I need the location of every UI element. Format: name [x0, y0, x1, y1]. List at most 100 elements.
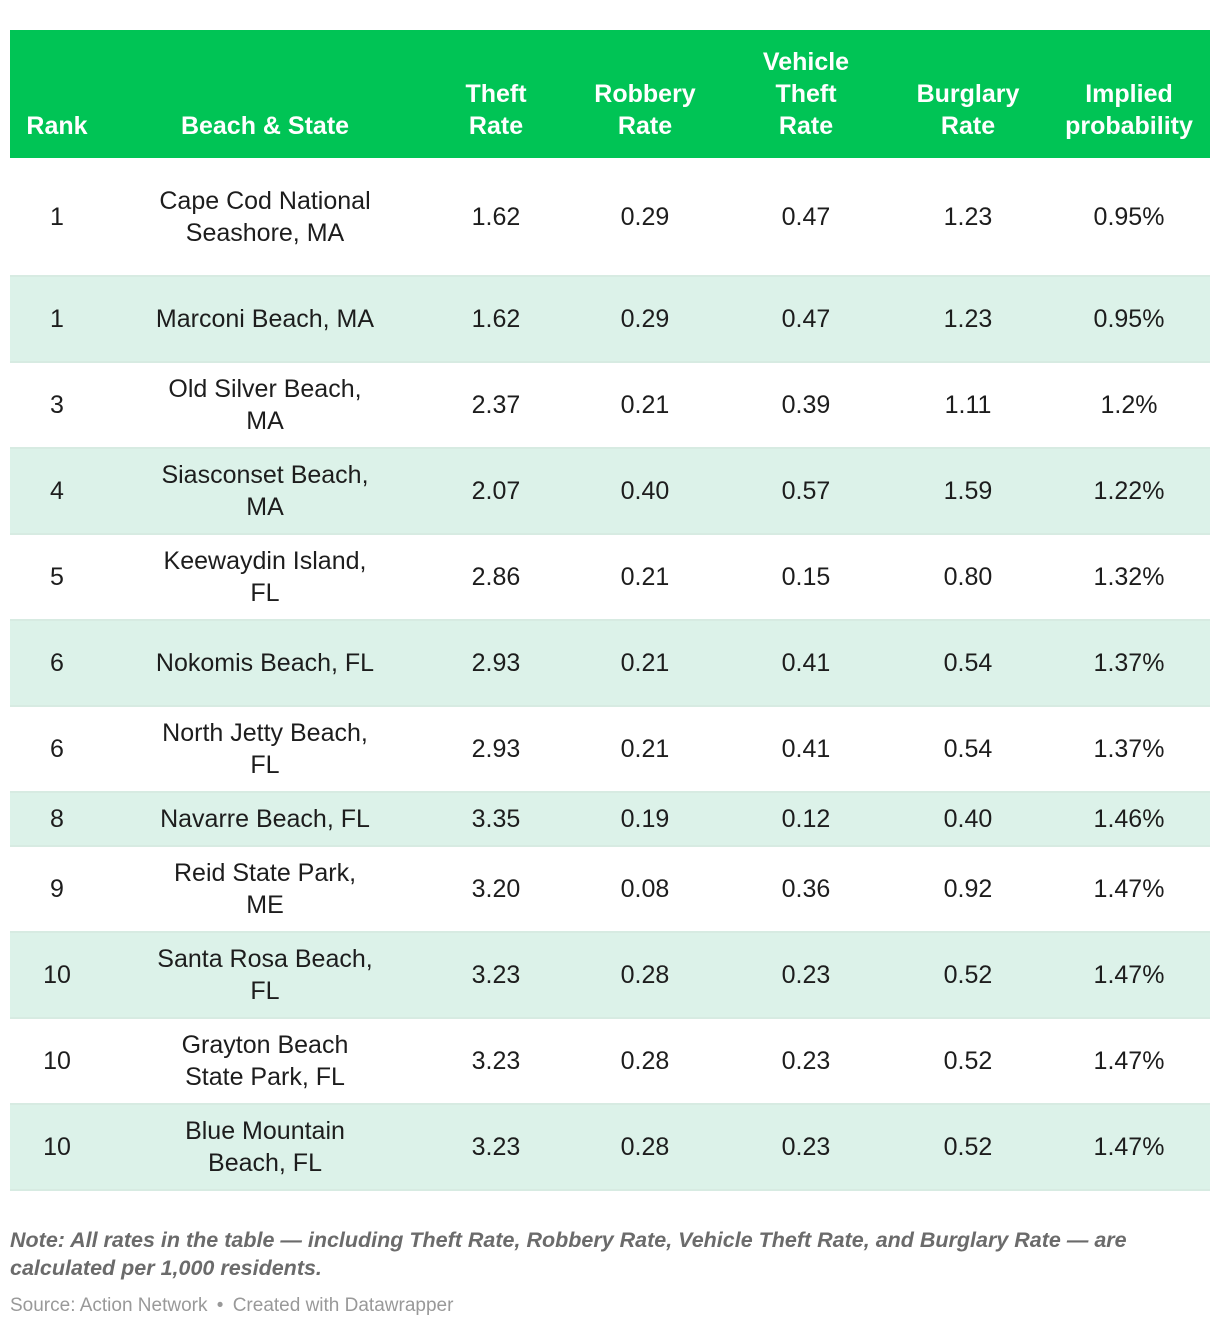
implied-probability-cell: 1.46%	[1048, 792, 1210, 847]
vehicle-theft-rate-cell: 0.41	[724, 706, 888, 793]
implied-probability-cell: 1.47%	[1048, 1018, 1210, 1105]
burglary-rate-cell: 1.59	[888, 448, 1048, 535]
implied-probability-cell: 1.47%	[1048, 932, 1210, 1019]
robbery-rate-cell: 0.08	[566, 846, 724, 933]
burglary-rate-cell: 0.52	[888, 1018, 1048, 1105]
table-row: 4 Siasconset Beach, MA 2.07 0.40 0.57 1.59 1.2…	[10, 448, 1210, 535]
vehicle-theft-rate-cell: 0.47	[724, 276, 888, 363]
table-row: 1 Cape Cod National Seashore, MA 1.62 0.29 0…	[10, 158, 1210, 277]
vehicle-theft-rate-cell: 0.57	[724, 448, 888, 535]
burglary-rate-cell: 1.23	[888, 276, 1048, 363]
table-row: 3 Old Silver Beach, MA 2.37 0.21 0.39 1.11 1.2…	[10, 362, 1210, 449]
rank-cell: 8	[10, 792, 104, 847]
beach-cell: Nokomis Beach, FL	[104, 620, 426, 707]
implied-probability-cell: 0.95%	[1048, 158, 1210, 277]
theft-rate-cell: 2.86	[426, 534, 566, 621]
table-row: 6 Nokomis Beach, FL 2.93 0.21 0.41 0.54 1.37%	[10, 620, 1210, 707]
rank-cell: 10	[10, 1104, 104, 1191]
beach-cell: Santa Rosa Beach, FL	[104, 932, 426, 1019]
burglary-rate-cell: 1.11	[888, 362, 1048, 449]
theft-rate-cell: 2.93	[426, 620, 566, 707]
beach-cell: Keewaydin Island, FL	[104, 534, 426, 621]
vehicle-theft-rate-cell: 0.39	[724, 362, 888, 449]
robbery-rate-cell: 0.29	[566, 158, 724, 277]
vehicle-theft-rate-cell: 0.23	[724, 1018, 888, 1105]
table-row: 8 Navarre Beach, FL 3.35 0.19 0.12 0.40 1.46%	[10, 792, 1210, 847]
rank-cell: 1	[10, 158, 104, 277]
robbery-rate-cell: 0.21	[566, 620, 724, 707]
created-with-credit: Created with Datawrapper	[232, 1295, 454, 1316]
header-vehicle-theft-rate: Vehicle Theft Rate	[724, 30, 888, 158]
robbery-rate-cell: 0.40	[566, 448, 724, 535]
theft-rate-cell: 3.23	[426, 1104, 566, 1191]
beach-cell: Siasconset Beach, MA	[104, 448, 426, 535]
vehicle-theft-rate-cell: 0.36	[724, 846, 888, 933]
table-row: 1 Marconi Beach, MA 1.62 0.29 0.47 1.23 0.95%	[10, 276, 1210, 363]
header-row: Rank Beach & State Theft Rate Robbery Rate Veh…	[10, 30, 1210, 158]
beach-cell: North Jetty Beach, FL	[104, 706, 426, 793]
rank-cell: 9	[10, 846, 104, 933]
rank-cell: 10	[10, 1018, 104, 1105]
implied-probability-cell: 1.22%	[1048, 448, 1210, 535]
burglary-rate-cell: 0.54	[888, 620, 1048, 707]
separator-dot: •	[216, 1295, 224, 1316]
theft-rate-cell: 3.23	[426, 932, 566, 1019]
header-rank: Rank	[10, 30, 104, 158]
burglary-rate-cell: 0.52	[888, 932, 1048, 1019]
theft-rate-cell: 3.35	[426, 792, 566, 847]
header-burglary-rate: Burglary Rate	[888, 30, 1048, 158]
table-header: Rank Beach & State Theft Rate Robbery Rate Veh…	[10, 30, 1210, 158]
vehicle-theft-rate-cell: 0.23	[724, 1104, 888, 1191]
beach-cell: Old Silver Beach, MA	[104, 362, 426, 449]
robbery-rate-cell: 0.29	[566, 276, 724, 363]
header-robbery-rate: Robbery Rate	[566, 30, 724, 158]
vehicle-theft-rate-cell: 0.47	[724, 158, 888, 277]
rank-cell: 5	[10, 534, 104, 621]
beach-cell: Reid State Park, ME	[104, 846, 426, 933]
burglary-rate-cell: 0.54	[888, 706, 1048, 793]
beach-cell: Navarre Beach, FL	[104, 792, 426, 847]
burglary-rate-cell: 0.52	[888, 1104, 1048, 1191]
header-beach-state: Beach & State	[104, 30, 426, 158]
vehicle-theft-rate-cell: 0.15	[724, 534, 888, 621]
data-table: Rank Beach & State Theft Rate Robbery Rate Veh…	[10, 30, 1210, 1191]
rank-cell: 10	[10, 932, 104, 1019]
robbery-rate-cell: 0.28	[566, 1018, 724, 1105]
beach-cell: Marconi Beach, MA	[104, 276, 426, 363]
beach-cell: Grayton Beach State Park, FL	[104, 1018, 426, 1105]
robbery-rate-cell: 0.19	[566, 792, 724, 847]
implied-probability-cell: 1.32%	[1048, 534, 1210, 621]
header-implied-probability: Implied probability	[1048, 30, 1210, 158]
implied-probability-cell: 1.37%	[1048, 620, 1210, 707]
theft-rate-cell: 1.62	[426, 158, 566, 277]
beach-cell: Blue Mountain Beach, FL	[104, 1104, 426, 1191]
burglary-rate-cell: 0.80	[888, 534, 1048, 621]
vehicle-theft-rate-cell: 0.12	[724, 792, 888, 847]
theft-rate-cell: 2.93	[426, 706, 566, 793]
table-body: 1 Cape Cod National Seashore, MA 1.62 0.29 0…	[10, 158, 1210, 1191]
theft-rate-cell: 2.07	[426, 448, 566, 535]
table-row: 5 Keewaydin Island, FL 2.86 0.21 0.15 0.80 1.3…	[10, 534, 1210, 621]
rank-cell: 3	[10, 362, 104, 449]
rank-cell: 6	[10, 706, 104, 793]
burglary-rate-cell: 0.40	[888, 792, 1048, 847]
source-text: Source: Action Network	[10, 1295, 208, 1316]
theft-rate-cell: 3.20	[426, 846, 566, 933]
table-note: Note: All rates in the table — including…	[10, 1228, 1127, 1280]
implied-probability-cell: 1.47%	[1048, 1104, 1210, 1191]
implied-probability-cell: 1.2%	[1048, 362, 1210, 449]
vehicle-theft-rate-cell: 0.41	[724, 620, 888, 707]
implied-probability-cell: 1.47%	[1048, 846, 1210, 933]
table-row: 10 Grayton Beach State Park, FL 3.23 0.28 0.…	[10, 1018, 1210, 1105]
burglary-rate-cell: 1.23	[888, 158, 1048, 277]
table-row: 10 Blue Mountain Beach, FL 3.23 0.28 0.23 0.5…	[10, 1104, 1210, 1191]
implied-probability-cell: 0.95%	[1048, 276, 1210, 363]
burglary-rate-cell: 0.92	[888, 846, 1048, 933]
table-row: 9 Reid State Park, ME 3.20 0.08 0.36 0.92 1.47…	[10, 846, 1210, 933]
implied-probability-cell: 1.37%	[1048, 706, 1210, 793]
header-theft-rate: Theft Rate	[426, 30, 566, 158]
table-row: 6 North Jetty Beach, FL 2.93 0.21 0.41 0.54 1.…	[10, 706, 1210, 793]
vehicle-theft-rate-cell: 0.23	[724, 932, 888, 1019]
table-row: 10 Santa Rosa Beach, FL 3.23 0.28 0.23 0.52 1.…	[10, 932, 1210, 1019]
robbery-rate-cell: 0.21	[566, 706, 724, 793]
